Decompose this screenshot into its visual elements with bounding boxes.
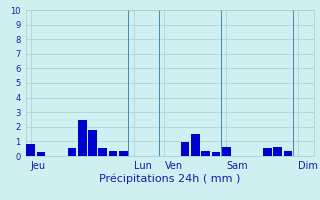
- X-axis label: Précipitations 24h ( mm ): Précipitations 24h ( mm ): [99, 174, 240, 184]
- Bar: [78, 120, 86, 156]
- Bar: [88, 130, 97, 156]
- Bar: [263, 148, 272, 156]
- Bar: [181, 142, 189, 156]
- Bar: [37, 152, 45, 156]
- Bar: [284, 151, 292, 156]
- Bar: [68, 148, 76, 156]
- Bar: [98, 148, 107, 156]
- Bar: [26, 144, 35, 156]
- Bar: [109, 151, 117, 156]
- Bar: [119, 151, 128, 156]
- Bar: [273, 147, 282, 156]
- Bar: [191, 134, 200, 156]
- Bar: [222, 147, 230, 156]
- Bar: [201, 151, 210, 156]
- Bar: [212, 152, 220, 156]
